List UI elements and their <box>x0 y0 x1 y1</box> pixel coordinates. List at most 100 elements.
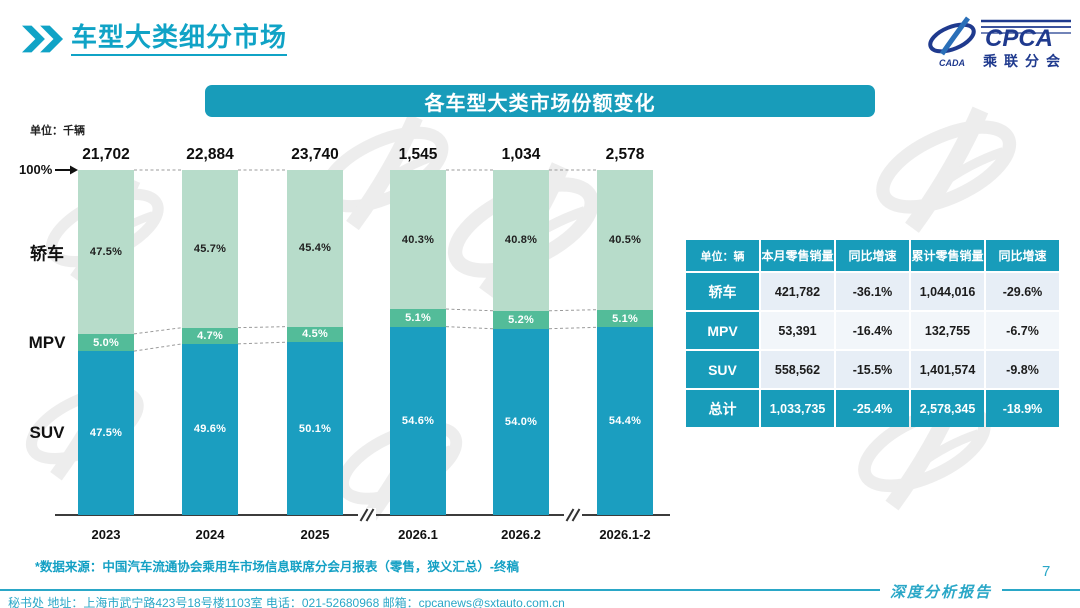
table-row-MPV: MPV 53,391 -16.4% 132,755 -6.7% <box>686 312 1059 349</box>
arrow-right-icon <box>55 165 79 174</box>
segment-SUV-2025: 50.1% <box>287 342 343 515</box>
bar-total-label: 2,578 <box>605 146 645 163</box>
segment-value-label: 45.4% <box>298 242 332 255</box>
segment-value-label: 40.3% <box>401 233 435 246</box>
table-cell: -36.1% <box>836 273 909 310</box>
segment-MPV-2025: 4.5% <box>287 326 343 343</box>
bar-2025: 23,740 45.4% 4.5% 50.1% 2025 <box>287 146 343 542</box>
row-label: SUV <box>686 351 759 388</box>
table-cell: 2,578,345 <box>911 390 984 427</box>
x-axis-label: 2026.2 <box>501 527 541 542</box>
table-cell: -18.9% <box>986 390 1059 427</box>
row-label: 轿车 <box>686 273 759 310</box>
segment-value-label: 54.0% <box>504 415 538 428</box>
bar-2024: 22,884 45.7% 4.7% 49.6% 2024 <box>182 146 238 542</box>
segment-轿车-2026.1-2: 40.5% <box>597 170 653 310</box>
bar-2026.1-2: 2,578 40.5% 5.1% 54.4% 2026.1-2 <box>597 146 653 542</box>
retail-sales-table: 单位：辆 本月零售销量 同比增速 累计零售销量 同比增速 轿车 421,782 -36.1% 1… <box>684 238 1061 429</box>
table-cell: -16.4% <box>836 312 909 349</box>
segment-MPV-2024: 4.7% <box>182 327 238 344</box>
segment-SUV-2026.2: 54.0% <box>493 328 549 515</box>
chart-title-banner: 各车型大类市场份额变化 <box>205 85 875 117</box>
segment-SUV-2026.1: 54.6% <box>390 326 446 515</box>
segment-value-label: 5.1% <box>612 312 638 325</box>
x-axis-label: 2025 <box>300 527 330 542</box>
row-label: 总计 <box>686 390 759 427</box>
x-axis-label: 2024 <box>195 527 225 542</box>
table-header-col: 同比增速 <box>836 240 909 271</box>
table-cell: -25.4% <box>836 390 909 427</box>
row-label: MPV <box>686 312 759 349</box>
segment-value-label: 5.2% <box>508 313 534 326</box>
segment-MPV-2026.1-2: 5.1% <box>597 309 653 328</box>
series-label-MPV: MPV <box>28 332 66 352</box>
table-header-col: 累计零售销量 <box>911 240 984 271</box>
series-label-SUV: SUV <box>29 423 65 443</box>
table-row-总计: 总计 1,033,735 -25.4% 2,578,345 -18.9% <box>686 390 1059 427</box>
segment-MPV-2026.2: 5.2% <box>493 310 549 329</box>
table-cell: 1,401,574 <box>911 351 984 388</box>
segment-SUV-2024: 49.6% <box>182 343 238 515</box>
page-title: 车型大类细分市场 <box>71 23 288 57</box>
segment-轿车-2024: 45.7% <box>182 170 238 328</box>
table-header-col: 同比增速 <box>986 240 1059 271</box>
chart-unit-label: 单位：千辆 <box>30 125 85 137</box>
bar-total-label: 1,545 <box>398 146 438 163</box>
segment-value-label: 54.4% <box>608 415 642 428</box>
connector-lines <box>133 169 598 352</box>
segment-value-label: 5.1% <box>405 311 431 324</box>
segment-value-label: 5.0% <box>93 336 119 349</box>
table-cell: 1,044,016 <box>911 273 984 310</box>
axis-100-label: 100% <box>19 162 79 177</box>
logo-swoosh-text: CADA <box>939 58 965 68</box>
segment-MPV-2026.1: 5.1% <box>390 309 446 327</box>
header: 车型大类细分市场 <box>22 23 288 57</box>
series-label-轿车: 轿车 <box>30 244 64 264</box>
bar-total-label: 1,034 <box>501 146 541 163</box>
table-cell: -29.6% <box>986 273 1059 310</box>
table-cell: 53,391 <box>761 312 834 349</box>
report-type-label: 深度分析报告 <box>880 581 1003 602</box>
bar-2026.1: 1,545 40.3% 5.1% 54.6% 2026.1 <box>390 146 446 542</box>
table-cell: 1,033,735 <box>761 390 834 427</box>
double-chevron-icon <box>22 25 64 53</box>
bar-2023: 21,702 47.5% 5.0% 47.5% 2023 <box>78 146 134 542</box>
table-cell: -9.8% <box>986 351 1059 388</box>
segment-value-label: 47.5% <box>89 245 123 258</box>
logo-subtitle: 乘联分会 <box>982 53 1067 69</box>
table-header-col: 本月零售销量 <box>761 240 834 271</box>
segment-MPV-2023: 5.0% <box>78 333 134 352</box>
segment-value-label: 40.5% <box>608 233 642 246</box>
page-number: 7 <box>1042 563 1051 580</box>
segment-value-label: 54.6% <box>401 414 435 427</box>
segment-value-label: 50.1% <box>298 422 332 435</box>
logo-name: CPCA <box>985 25 1053 52</box>
axis-break-icon <box>564 508 582 522</box>
cpca-logo: CADA CPCA 乘联分会 <box>925 10 1073 72</box>
segment-SUV-2026.1-2: 54.4% <box>597 327 653 515</box>
segment-value-label: 4.5% <box>302 328 328 341</box>
table-cell: -6.7% <box>986 312 1059 349</box>
footer-divider-line <box>0 589 1080 591</box>
segment-value-label: 47.5% <box>89 427 123 440</box>
stacked-bar-chart: 100% 轿车 MPV SUV 21,702 47.5% 5.0% 47.5% 2023 22… <box>19 146 670 542</box>
segment-value-label: 40.8% <box>504 234 538 247</box>
segment-轿车-2025: 45.4% <box>287 170 343 327</box>
segment-轿车-2026.2: 40.8% <box>493 170 549 311</box>
segment-SUV-2023: 47.5% <box>78 351 134 515</box>
table-cell: 558,562 <box>761 351 834 388</box>
table-row-轿车: 轿车 421,782 -36.1% 1,044,016 -29.6% <box>686 273 1059 310</box>
segment-轿车-2026.1: 40.3% <box>390 170 446 310</box>
data-source-note: *数据来源：中国汽车流通协会乘用车市场信息联席分会月报表（零售，狭义汇总）-终稿 <box>35 560 520 574</box>
segment-value-label: 45.7% <box>193 242 227 255</box>
bar-total-label: 21,702 <box>82 146 130 163</box>
bar-2026.2: 1,034 40.8% 5.2% 54.0% 2026.2 <box>493 146 549 542</box>
bar-total-label: 22,884 <box>186 146 234 163</box>
table-cell: 132,755 <box>911 312 984 349</box>
table-cell: 421,782 <box>761 273 834 310</box>
footer-contact: 秘书处 地址：上海市武宁路423号18号楼1103室 电话：021-526809… <box>8 596 565 608</box>
table-row-SUV: SUV 558,562 -15.5% 1,401,574 -9.8% <box>686 351 1059 388</box>
table-cell: -15.5% <box>836 351 909 388</box>
segment-轿车-2023: 47.5% <box>78 170 134 334</box>
